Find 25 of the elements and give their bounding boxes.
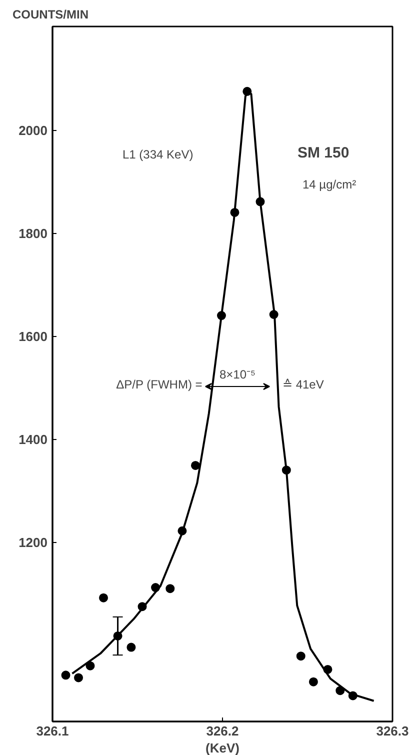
- annotation: SM 150: [298, 144, 350, 162]
- y-tick-label: 1800: [18, 226, 48, 242]
- y-tick-label: 1200: [18, 535, 48, 550]
- point: [86, 661, 95, 670]
- y-axis-title: COUNTS/MIN: [12, 8, 88, 22]
- point: [296, 652, 306, 661]
- annotation: ≙ 41eV: [282, 378, 324, 392]
- annotation: 14 µg/cm²: [302, 178, 356, 192]
- x-tick-label: 326.1: [36, 724, 69, 738]
- x-tick-label: 326.2: [206, 724, 239, 738]
- point: [99, 593, 108, 602]
- point: [166, 584, 175, 594]
- point: [126, 642, 136, 652]
- y-tick-label: 1400: [18, 432, 48, 448]
- point: [61, 670, 70, 680]
- annotation: 8×10⁻⁵: [220, 368, 256, 382]
- annotation: L1 (334 KeV): [122, 148, 194, 162]
- y-tick-label: 2000: [18, 123, 48, 138]
- x-tick-label: 326.3: [376, 724, 409, 738]
- point: [74, 673, 84, 682]
- y-tick-label: 1600: [18, 329, 48, 344]
- point: [308, 677, 318, 686]
- point: [190, 460, 200, 470]
- x-axis-title: (KeV): [206, 740, 240, 755]
- annotation: ΔP/P (FWHM) =: [116, 378, 202, 392]
